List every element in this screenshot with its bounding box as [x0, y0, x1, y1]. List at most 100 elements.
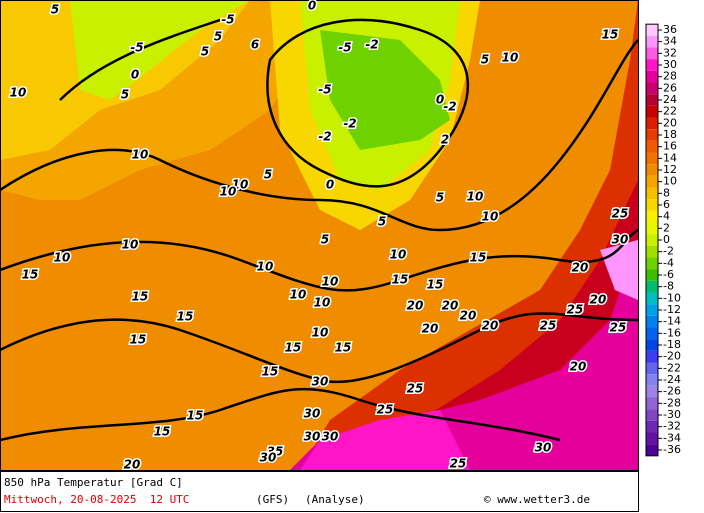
contour-label: 5	[214, 30, 222, 44]
contour-label: 5	[436, 191, 444, 205]
colorbar-label: -16	[663, 326, 681, 339]
contour-label: 15	[154, 425, 171, 439]
contour-label: 15	[427, 278, 444, 292]
colorbar-swatch	[646, 24, 658, 36]
contour-label: 5	[378, 215, 386, 229]
colorbar-label: -6	[663, 268, 674, 281]
colorbar-swatch	[646, 350, 658, 363]
contour-label: 20	[407, 299, 424, 313]
contour-label: 30	[260, 451, 277, 465]
contour-label: 30	[304, 407, 321, 421]
contour-label: 20	[590, 293, 607, 307]
colorbar-label: -34	[663, 431, 681, 444]
contour-label: -2	[443, 100, 456, 114]
contour-label: 5	[481, 53, 489, 67]
contour-label: 20	[572, 261, 589, 275]
colorbar-swatch	[646, 140, 658, 153]
colorbar-swatch	[646, 187, 658, 200]
colorbar-label: 18	[663, 128, 677, 141]
colorbar-label: 30	[663, 58, 677, 71]
colorbar-label: 34	[663, 35, 677, 48]
contour-label: 10	[10, 86, 27, 100]
contour-label: 10	[54, 251, 71, 265]
contour-label: 30	[535, 441, 552, 455]
colorbar-label: -28	[663, 396, 681, 409]
colorbar-label: 32	[663, 46, 677, 59]
contour-label: -5	[338, 41, 351, 55]
colorbar-swatch	[646, 315, 658, 328]
colorbar-label: 6	[663, 198, 670, 211]
colorbar-label: 26	[663, 81, 677, 94]
footer-frame	[0, 471, 639, 512]
contour-label: 10	[467, 190, 484, 204]
colorbar-label: 22	[663, 105, 677, 118]
colorbar-label: 36	[663, 23, 677, 36]
colorbar-label: -30	[663, 408, 681, 421]
colorbar-label: -22	[663, 361, 681, 374]
colorbar-swatch	[646, 117, 658, 130]
contour-label: 2	[441, 133, 449, 147]
colorbar-swatch	[646, 35, 658, 48]
contour-label: 10	[257, 260, 274, 274]
colorbar-swatch	[646, 304, 658, 316]
contour-label: 25	[450, 457, 467, 471]
contour-label: 15	[132, 290, 149, 304]
contour-label: 15	[285, 341, 302, 355]
colorbar-swatch	[646, 432, 658, 445]
contour-label: 15	[187, 409, 204, 423]
colorbar-label: -8	[663, 280, 674, 293]
footer-model: (GFS)	[256, 493, 289, 506]
contour-label: 15	[130, 333, 147, 347]
contour-label: -5	[318, 83, 331, 97]
contour-label: -2	[318, 130, 331, 144]
contour-label: 30	[322, 430, 339, 444]
contour-label: 10	[314, 296, 331, 310]
contour-label: 10	[290, 288, 307, 302]
contour-label: 10	[122, 238, 139, 252]
contour-label: 15	[262, 365, 279, 379]
colorbar-swatch	[646, 409, 658, 421]
contour-label: 15	[392, 273, 409, 287]
colorbar-label: -2	[663, 245, 674, 258]
contour-label: -2	[343, 117, 356, 131]
colorbar-swatch	[646, 47, 658, 60]
colorbar-label: -14	[663, 315, 681, 328]
colorbar-label: 14	[663, 151, 677, 164]
contour-label: 10	[322, 275, 339, 289]
colorbar-swatch	[646, 199, 658, 211]
contour-label: 0	[308, 0, 316, 13]
contour-label: 10	[502, 51, 519, 65]
colorbar-label: 12	[663, 163, 677, 176]
colorbar-label: -18	[663, 338, 681, 351]
colorbar-label: 0	[663, 233, 670, 246]
contour-label: 15	[470, 251, 487, 265]
contour-label: 6	[251, 38, 259, 52]
map-field	[0, 0, 638, 470]
colorbar-swatch	[646, 222, 658, 235]
contour-label: 0	[131, 68, 139, 82]
colorbar-label: 28	[663, 70, 677, 83]
contour-label: 10	[390, 248, 407, 262]
contour-label: 0	[436, 93, 444, 107]
contour-label: 20	[442, 299, 459, 313]
contour-label: 30	[304, 430, 321, 444]
colorbar-swatch	[646, 339, 658, 351]
colorbar-swatch	[646, 327, 658, 340]
colorbar-swatch	[646, 362, 658, 375]
contour-label: 15	[177, 310, 194, 324]
colorbar-label: -4	[663, 256, 674, 269]
colorbar-swatch	[646, 257, 658, 270]
contour-label: 20	[124, 458, 141, 472]
colorbar-swatch	[646, 245, 658, 258]
contour-label: 15	[602, 28, 619, 42]
colorbar-swatch	[646, 129, 658, 141]
colorbar-swatch	[646, 374, 658, 386]
colorbar-label: -12	[663, 303, 681, 316]
contour-label: 35	[267, 445, 284, 459]
footer-credit: © www.wetter3.de	[484, 493, 590, 506]
colorbar-label: -32	[663, 420, 681, 433]
footer-run: (Analyse)	[305, 493, 365, 506]
contour-label: 10	[312, 326, 329, 340]
contour-label: -2	[365, 38, 378, 52]
